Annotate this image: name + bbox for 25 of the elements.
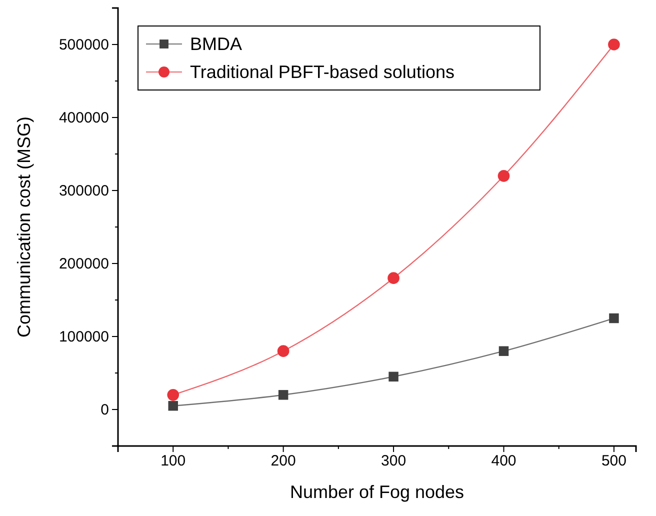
y-tick-label: 0	[100, 401, 109, 418]
point	[277, 345, 290, 358]
point	[609, 313, 619, 324]
y-tick-label: 100000	[58, 328, 109, 346]
point	[608, 38, 620, 50]
legend-label: Traditional PBFT-based solutions	[190, 62, 454, 82]
x-tick-label: 500	[601, 452, 626, 470]
point	[278, 390, 288, 400]
y-tick-label: 400000	[58, 109, 109, 126]
x-tick-label: 100	[160, 452, 186, 470]
point	[168, 400, 178, 411]
point	[167, 388, 180, 401]
y-tick-label: 300000	[58, 182, 109, 200]
legend-label: BMDA	[190, 34, 242, 54]
x-tick-label: 200	[270, 452, 296, 470]
point	[388, 372, 398, 382]
x-axis-title: Number of Fog nodes	[290, 482, 464, 502]
y-axis-title: Communication cost (MSG)	[14, 116, 34, 338]
y-tick-label: 500000	[58, 36, 109, 54]
x-tick-label: 300	[381, 452, 406, 470]
point	[498, 170, 510, 182]
x-tick-label: 400	[491, 452, 516, 470]
y-tick-label: 200000	[58, 255, 109, 272]
point	[388, 272, 400, 284]
point	[498, 346, 509, 356]
